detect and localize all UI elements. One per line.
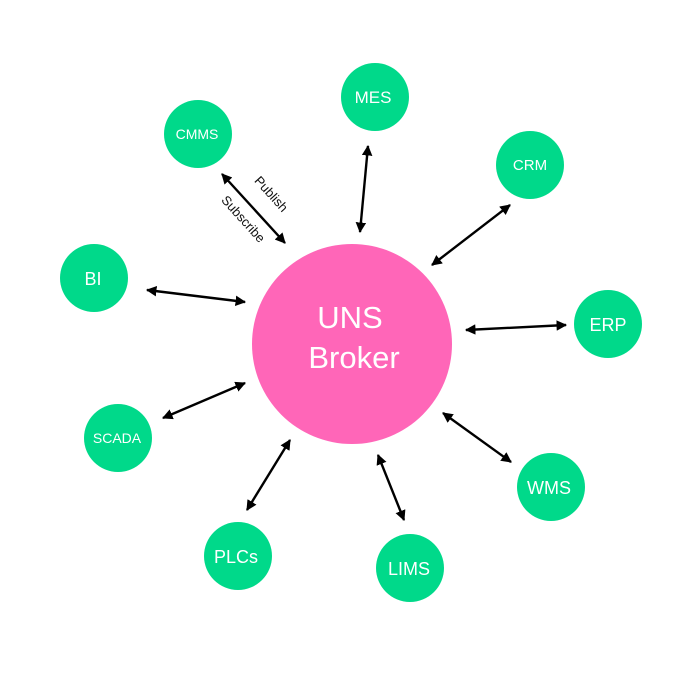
arrow-broker-plcs	[245, 439, 292, 511]
subscribe-label: Subscribe	[218, 192, 268, 245]
node-erp: ERP	[574, 290, 642, 358]
node-lims: LIMS	[376, 534, 444, 602]
hub-label-line1: UNS	[317, 300, 382, 335]
node-erp-circle	[574, 290, 642, 358]
node-mes-circle	[341, 63, 409, 131]
node-wms: WMS	[517, 453, 585, 521]
node-plcs-circle	[204, 522, 272, 590]
node-mes-label: MES	[355, 88, 392, 107]
node-erp-label: ERP	[589, 315, 626, 335]
node-crm-circle	[496, 131, 564, 199]
node-crm: CRM	[496, 131, 564, 199]
uns-broker-hub: UNS Broker	[252, 244, 452, 444]
node-scada-label: SCADA	[93, 430, 142, 446]
node-scada-circle	[84, 404, 152, 472]
arrow-broker-mes	[355, 144, 373, 234]
node-bi-circle	[60, 244, 128, 312]
arrow-broker-scada	[162, 381, 246, 420]
arrow-broker-crm	[431, 204, 511, 266]
connector-arrows	[145, 144, 568, 521]
publish-label: Publish	[252, 173, 292, 215]
hub-circle	[252, 244, 452, 444]
node-cmms-circle	[164, 100, 232, 168]
arrow-broker-bi	[145, 285, 247, 307]
arrow-broker-erp	[464, 320, 568, 335]
arrow-broker-lims	[376, 454, 406, 521]
hub-label-line2: Broker	[308, 340, 399, 375]
node-scada: SCADA	[84, 404, 152, 472]
node-lims-circle	[376, 534, 444, 602]
node-plcs-label: PLCs	[214, 547, 258, 567]
node-bi: BI	[60, 244, 128, 312]
node-plcs: PLCs	[204, 522, 272, 590]
arrow-broker-wms	[442, 412, 512, 463]
node-crm-label: CRM	[513, 157, 547, 174]
arrow-broker-cmms	[221, 173, 286, 244]
node-bi-label: BI	[84, 269, 101, 289]
node-wms-circle	[517, 453, 585, 521]
node-wms-label: WMS	[527, 478, 571, 498]
node-cmms-label: CMMS	[176, 126, 219, 142]
node-lims-label: LIMS	[388, 559, 430, 579]
node-cmms: CMMS	[164, 100, 232, 168]
node-mes: MES	[341, 63, 409, 131]
